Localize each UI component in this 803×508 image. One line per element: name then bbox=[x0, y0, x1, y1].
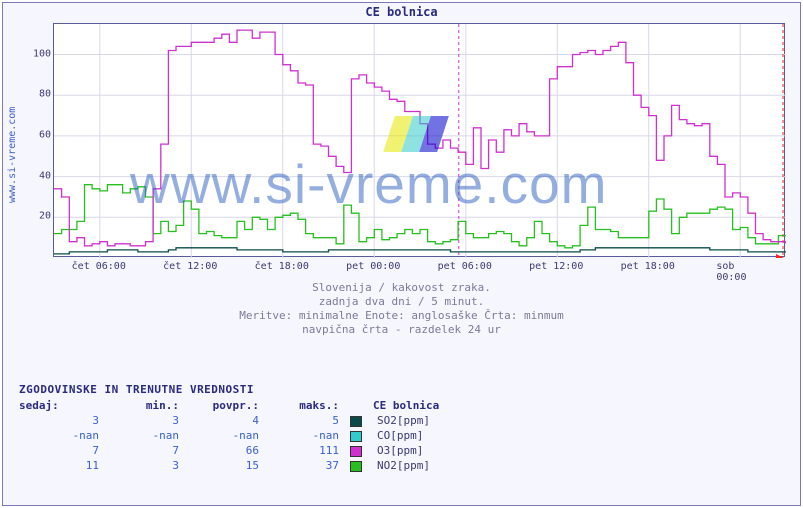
y-axis-label: www.si-vreme.com bbox=[7, 107, 18, 203]
table-header-row: sedaj: min.: povpr.: maks.: CE bolnica bbox=[19, 398, 453, 413]
cell-series-label: CO[ppm] bbox=[373, 428, 453, 443]
table-row: -nan -nan -nan -nan CO[ppm] bbox=[19, 428, 453, 443]
cell-series-label: O3[ppm] bbox=[373, 443, 453, 458]
cell-povpr: 66 bbox=[179, 443, 259, 458]
x-axis-ticks: čet 06:00 čet 12:00 čet 18:00 pet 00:00 pet … bbox=[53, 261, 785, 275]
y-tick-label: 80 bbox=[39, 89, 51, 100]
cell-sedaj: 11 bbox=[19, 458, 99, 473]
cell-povpr: 4 bbox=[179, 413, 259, 428]
x-tick-label: pet 12:00 bbox=[529, 261, 583, 272]
caption-line-4: navpična črta - razdelek 24 ur bbox=[3, 323, 800, 337]
hdr-maks: maks.: bbox=[259, 398, 339, 413]
cell-min: 3 bbox=[99, 458, 179, 473]
cell-series-label: SO2[ppm] bbox=[373, 413, 453, 428]
watermark-logo bbox=[389, 116, 443, 152]
cell-swatch bbox=[339, 413, 373, 428]
cell-series-label: NO2[ppm] bbox=[373, 458, 453, 473]
hdr-povpr: povpr.: bbox=[179, 398, 259, 413]
cell-maks: 111 bbox=[259, 443, 339, 458]
cell-maks: -nan bbox=[259, 428, 339, 443]
x-tick-label: čet 18:00 bbox=[255, 261, 309, 272]
hdr-min: min.: bbox=[99, 398, 179, 413]
y-tick-label: 60 bbox=[39, 129, 51, 140]
x-tick-label: pet 06:00 bbox=[438, 261, 492, 272]
x-tick-label: čet 06:00 bbox=[72, 261, 126, 272]
table-row: 11 3 15 37 NO2[ppm] bbox=[19, 458, 453, 473]
watermark-text: www.si-vreme.com bbox=[130, 152, 607, 216]
y-tick-label: 20 bbox=[39, 211, 51, 222]
line-chart: www.si-vreme.com bbox=[53, 23, 785, 257]
cell-povpr: 15 bbox=[179, 458, 259, 473]
cell-sedaj: -nan bbox=[19, 428, 99, 443]
stats-table-title: ZGODOVINSKE IN TRENUTNE VREDNOSTI bbox=[19, 383, 453, 396]
hdr-series: CE bolnica bbox=[373, 398, 453, 413]
cell-maks: 37 bbox=[259, 458, 339, 473]
caption-block: Slovenija / kakovost zraka. zadnja dva d… bbox=[3, 281, 800, 337]
cell-min: 3 bbox=[99, 413, 179, 428]
table-row: 7 7 66 111 O3[ppm] bbox=[19, 443, 453, 458]
hdr-swatch bbox=[339, 398, 373, 413]
table-row: 3 3 4 5 SO2[ppm] bbox=[19, 413, 453, 428]
x-tick-label: pet 00:00 bbox=[346, 261, 400, 272]
y-tick-label: 40 bbox=[39, 170, 51, 181]
cell-povpr: -nan bbox=[179, 428, 259, 443]
cell-sedaj: 3 bbox=[19, 413, 99, 428]
cell-min: -nan bbox=[99, 428, 179, 443]
caption-line-3: Meritve: minimalne Enote: anglosaške Črt… bbox=[3, 309, 800, 323]
chart-title: CE bolnica bbox=[3, 5, 800, 19]
outer-frame: CE bolnica www.si-vreme.com www.si-vreme… bbox=[2, 2, 801, 506]
cell-maks: 5 bbox=[259, 413, 339, 428]
cell-min: 7 bbox=[99, 443, 179, 458]
cell-sedaj: 7 bbox=[19, 443, 99, 458]
cell-swatch bbox=[339, 443, 373, 458]
cell-swatch bbox=[339, 458, 373, 473]
stats-table-block: ZGODOVINSKE IN TRENUTNE VREDNOSTI sedaj:… bbox=[19, 383, 453, 473]
cell-swatch bbox=[339, 428, 373, 443]
y-tick-label: 100 bbox=[33, 48, 51, 59]
y-axis-ticks: 20 40 60 80 100 bbox=[21, 23, 51, 257]
stats-table: sedaj: min.: povpr.: maks.: CE bolnica 3… bbox=[19, 398, 453, 473]
hdr-sedaj: sedaj: bbox=[19, 398, 99, 413]
caption-line-1: Slovenija / kakovost zraka. bbox=[3, 281, 800, 295]
x-tick-label: sob 00:00 bbox=[716, 261, 762, 283]
x-tick-label: pet 18:00 bbox=[621, 261, 675, 272]
x-tick-label: čet 12:00 bbox=[163, 261, 217, 272]
caption-line-2: zadnja dva dni / 5 minut. bbox=[3, 295, 800, 309]
